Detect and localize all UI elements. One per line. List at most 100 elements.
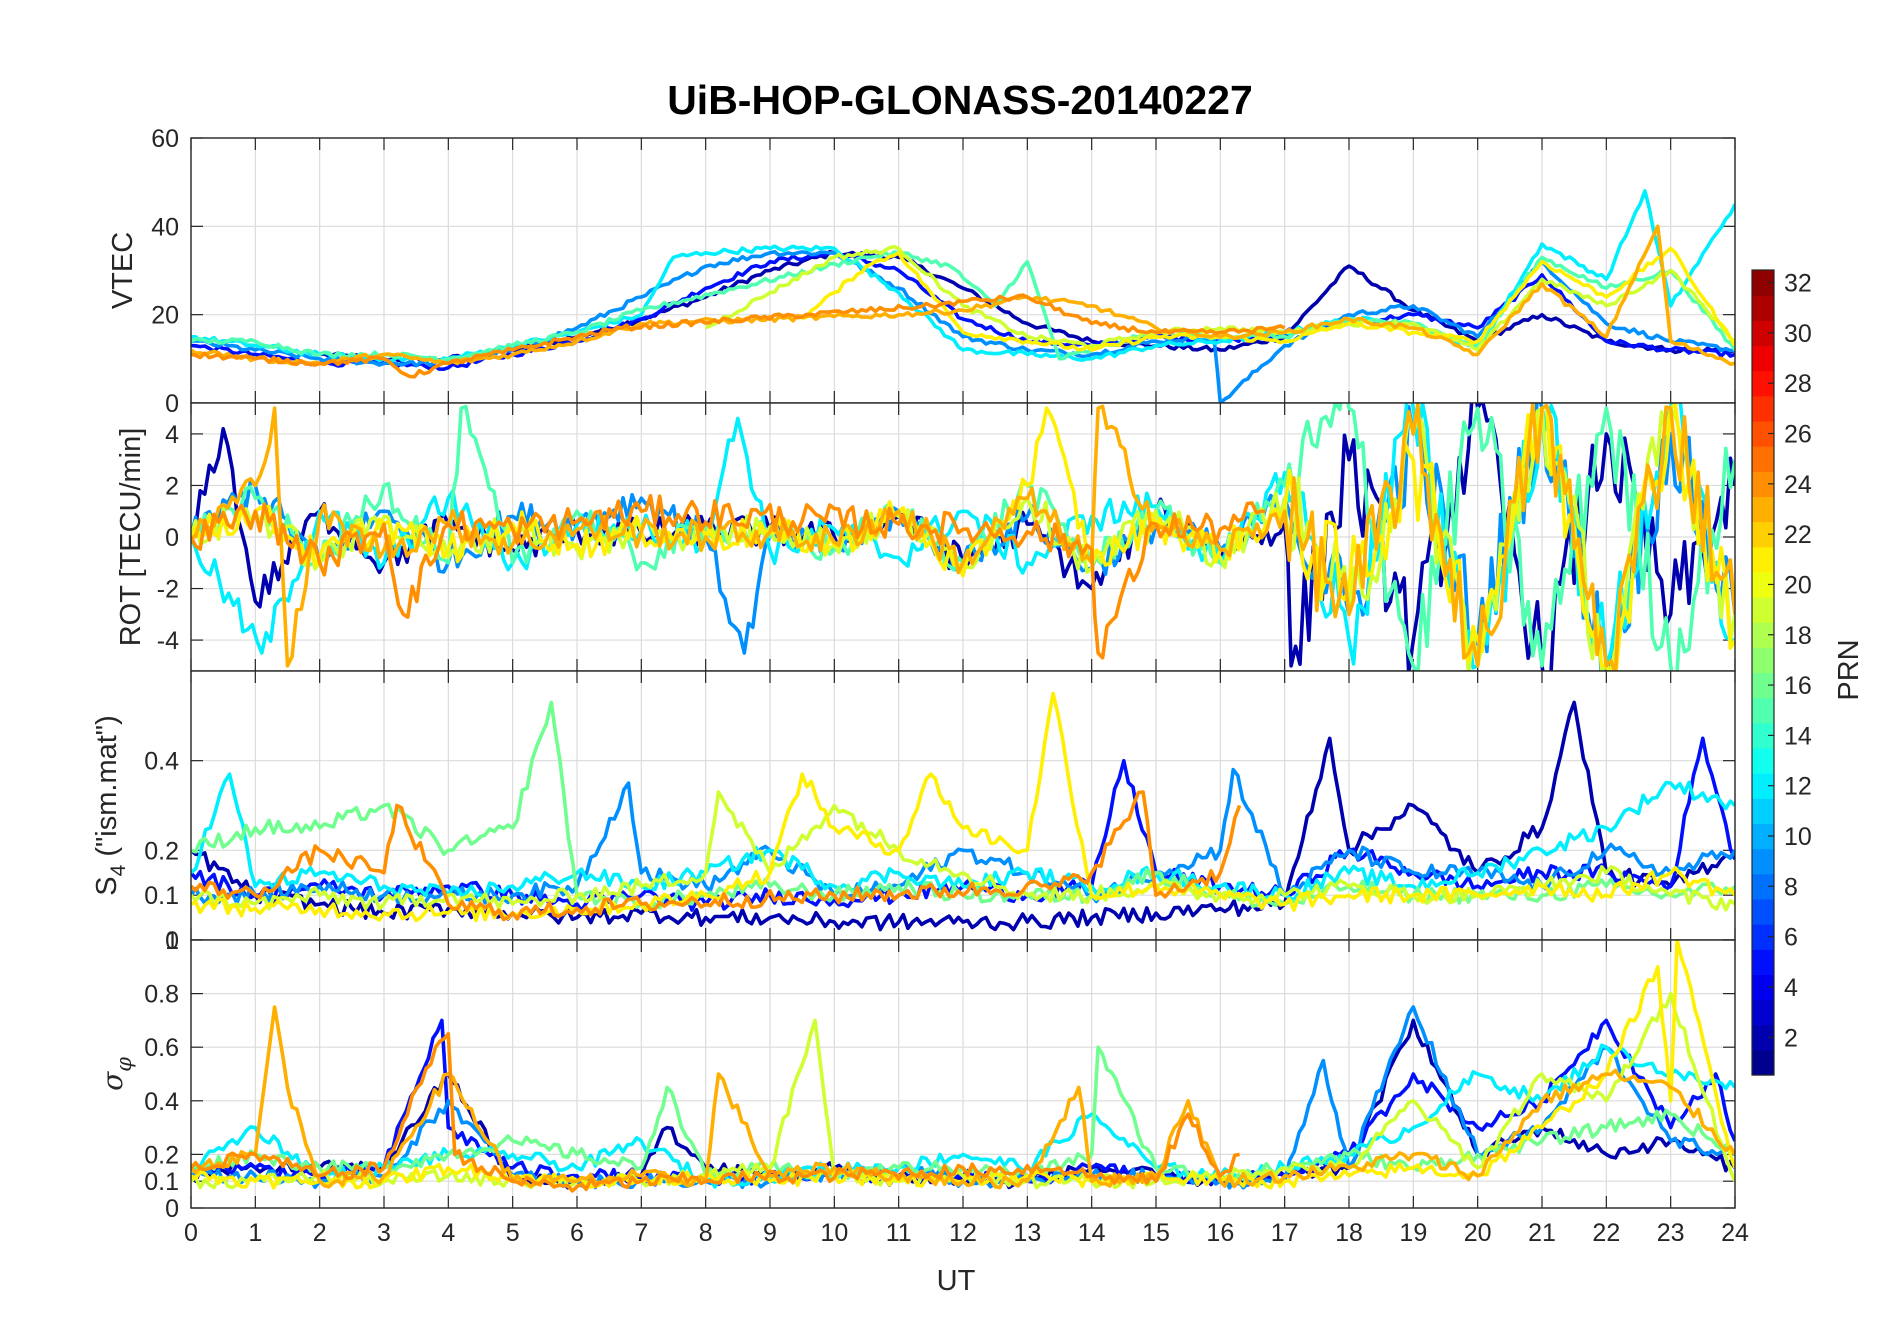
y-tick-label: -4 xyxy=(157,627,179,655)
y-tick-label: 20 xyxy=(151,302,179,330)
colorbar-segment xyxy=(1752,672,1774,699)
colorbar-segment xyxy=(1752,622,1774,648)
y-tick-label: 1 xyxy=(165,927,179,955)
rot-panel: -4 -2 0 2 4 ROT [TECU/min] xyxy=(115,402,1736,672)
colorbar-tick-label: 14 xyxy=(1784,722,1812,750)
series-prn-23 xyxy=(191,403,1735,671)
colorbar-tick-label: 4 xyxy=(1784,974,1798,1002)
chart-title: UiB-HOP-GLONASS-20140227 xyxy=(667,77,1253,123)
colorbar-segment xyxy=(1752,697,1774,724)
x-tick-label: 1 xyxy=(248,1219,262,1247)
y-axis-label: ROT [TECU/min] xyxy=(115,428,147,647)
y-tick-label: -2 xyxy=(157,576,179,604)
x-axis-ticks: 0 1 2 3 4 5 6 7 8 9 10 11 12 13 14 15 16 17 18 19 20 21 22 23 24 xyxy=(184,1219,1749,1247)
colorbar-segment xyxy=(1752,295,1774,321)
x-tick-label: 23 xyxy=(1657,1219,1685,1247)
colorbar-segment xyxy=(1752,873,1774,900)
colorbar-segment xyxy=(1752,823,1774,850)
series-prn-5 xyxy=(191,250,1735,371)
x-tick-label: 4 xyxy=(441,1219,455,1247)
colorbar-segment xyxy=(1752,1024,1774,1051)
x-tick-label: 6 xyxy=(570,1219,584,1247)
y-tick-label: 0.4 xyxy=(144,1088,179,1116)
colorbar-tick-label: 32 xyxy=(1784,270,1812,298)
colorbar-segment xyxy=(1752,1049,1774,1076)
series-prn-24 xyxy=(191,493,1266,660)
colorbar-tick-label: 18 xyxy=(1784,622,1812,650)
colorbar-tick-label: 28 xyxy=(1784,370,1812,398)
x-tick-label: 20 xyxy=(1464,1219,1492,1247)
x-tick-label: 5 xyxy=(506,1219,520,1247)
colorbar-segment xyxy=(1752,420,1774,447)
y-tick-label: 0.1 xyxy=(144,1168,179,1196)
x-tick-label: 0 xyxy=(184,1219,198,1247)
x-tick-label: 22 xyxy=(1592,1219,1620,1247)
x-tick-label: 9 xyxy=(763,1219,777,1247)
colorbar-segment xyxy=(1752,546,1774,573)
colorbar-segment xyxy=(1752,597,1774,623)
y-tick-label: 0.8 xyxy=(144,981,179,1009)
panel-frame xyxy=(190,939,1736,1209)
colorbar-tick-label: 30 xyxy=(1784,320,1812,348)
series-prn-19 xyxy=(704,244,1735,352)
x-tick-label: 3 xyxy=(377,1219,391,1247)
colorbar-segment xyxy=(1752,395,1774,422)
y-tick-label: 0.6 xyxy=(144,1034,179,1062)
colorbar-tick-label: 16 xyxy=(1784,672,1812,700)
series-prn-15 xyxy=(191,250,1735,363)
colorbar-tick-label: 24 xyxy=(1784,471,1812,499)
x-axis-label: UT xyxy=(937,1265,976,1297)
colorbar-segment xyxy=(1752,949,1774,975)
colorbar-tick-label: 2 xyxy=(1784,1024,1798,1052)
colorbar-tick-label: 6 xyxy=(1784,924,1798,952)
series-prn-23 xyxy=(191,1005,1735,1190)
colorbar-segment xyxy=(1752,471,1774,498)
colorbar-segment xyxy=(1752,496,1774,523)
colorbar-tick-label: 8 xyxy=(1784,873,1798,901)
y-axis-label: σφ xyxy=(96,1057,136,1091)
y-tick-label: 0.4 xyxy=(144,748,179,776)
y-tick-label: 0 xyxy=(165,524,179,552)
x-tick-label: 10 xyxy=(820,1219,848,1247)
y-tick-label: 0.1 xyxy=(144,882,179,910)
colorbar-label: PRN xyxy=(1833,639,1865,700)
vtec-panel: 0 20 40 60 VTEC xyxy=(107,125,1736,418)
colorbar-segment xyxy=(1752,345,1774,372)
y-axis-label: VTEC xyxy=(107,232,139,309)
x-tick-label: 2 xyxy=(313,1219,327,1247)
colorbar-segment xyxy=(1752,848,1774,875)
series-prn-19 xyxy=(191,991,1735,1190)
colorbar-segment xyxy=(1752,370,1774,397)
y-tick-label: 0.2 xyxy=(144,1141,179,1169)
x-tick-label: 14 xyxy=(1078,1219,1106,1247)
series-prn-24 xyxy=(191,790,1242,922)
colorbar-segment xyxy=(1752,974,1774,1001)
series-prn-24 xyxy=(191,293,1286,379)
y-tick-label: 2 xyxy=(165,472,179,500)
colorbar-segment xyxy=(1752,571,1774,598)
y-tick-label: 0 xyxy=(165,927,179,955)
colorbar-frame xyxy=(1751,269,1775,1076)
s4-panel: 0 0.1 0.2 0.4 S4 ("ism.mat") xyxy=(91,670,1736,955)
x-tick-label: 19 xyxy=(1399,1219,1427,1247)
colorbar-segment xyxy=(1752,924,1774,950)
x-tick-label: 21 xyxy=(1528,1219,1556,1247)
series-prn-21 xyxy=(801,246,1735,352)
colorbar-segment xyxy=(1752,773,1774,799)
colorbar-tick-label: 22 xyxy=(1784,521,1812,549)
y-tick-label: 4 xyxy=(165,421,179,449)
x-tick-label: 16 xyxy=(1206,1219,1234,1247)
series-prn-21 xyxy=(191,403,1735,671)
y-axis-label: S4 ("ism.mat") xyxy=(91,715,130,896)
x-tick-label: 11 xyxy=(886,1219,912,1247)
x-tick-label: 12 xyxy=(949,1219,977,1247)
colorbar-segment xyxy=(1752,446,1774,472)
x-tick-label: 7 xyxy=(634,1219,648,1247)
colorbar-segment xyxy=(1752,747,1774,774)
x-tick-label: 8 xyxy=(699,1219,713,1247)
y-tick-label: 0 xyxy=(165,1195,179,1223)
colorbar-segment xyxy=(1752,521,1774,548)
